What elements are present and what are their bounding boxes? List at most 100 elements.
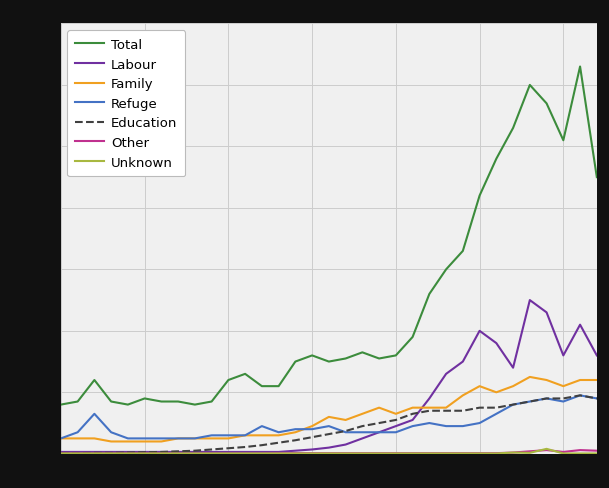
- Other: [225, 450, 232, 456]
- Unknown: [577, 450, 584, 456]
- Total: [560, 138, 567, 144]
- Family: [593, 377, 600, 383]
- Refuge: [158, 436, 165, 442]
- Family: [577, 377, 584, 383]
- Education: [459, 408, 466, 414]
- Total: [309, 353, 316, 359]
- Refuge: [493, 411, 500, 417]
- Line: Education: Education: [61, 396, 597, 453]
- Labour: [409, 417, 417, 423]
- Labour: [325, 445, 333, 450]
- Total: [510, 126, 517, 132]
- Education: [57, 450, 65, 456]
- Refuge: [325, 423, 333, 429]
- Family: [543, 377, 551, 383]
- Refuge: [309, 427, 316, 432]
- Education: [493, 405, 500, 411]
- Refuge: [91, 411, 98, 417]
- Refuge: [593, 396, 600, 402]
- Unknown: [593, 450, 600, 456]
- Unknown: [158, 450, 165, 456]
- Unknown: [392, 450, 400, 456]
- Family: [141, 439, 149, 445]
- Education: [426, 408, 433, 414]
- Education: [443, 408, 450, 414]
- Refuge: [57, 436, 65, 442]
- Family: [426, 405, 433, 411]
- Total: [292, 359, 299, 365]
- Family: [275, 432, 283, 438]
- Labour: [392, 423, 400, 429]
- Labour: [342, 442, 350, 447]
- Family: [476, 384, 484, 389]
- Refuge: [560, 399, 567, 405]
- Labour: [459, 359, 466, 365]
- Education: [108, 450, 115, 456]
- Total: [577, 64, 584, 70]
- Total: [225, 377, 232, 383]
- Unknown: [208, 450, 216, 456]
- Education: [543, 396, 551, 402]
- Other: [409, 450, 417, 456]
- Family: [175, 436, 182, 442]
- Refuge: [242, 432, 249, 438]
- Education: [175, 448, 182, 454]
- Other: [392, 450, 400, 456]
- Unknown: [526, 450, 533, 456]
- Total: [593, 175, 600, 181]
- Labour: [91, 449, 98, 455]
- Refuge: [409, 423, 417, 429]
- Family: [409, 405, 417, 411]
- Total: [191, 402, 199, 407]
- Education: [359, 423, 366, 429]
- Labour: [191, 449, 199, 455]
- Line: Family: Family: [61, 377, 597, 442]
- Education: [91, 450, 98, 456]
- Unknown: [309, 450, 316, 456]
- Education: [476, 405, 484, 411]
- Labour: [141, 449, 149, 455]
- Education: [325, 431, 333, 437]
- Other: [510, 449, 517, 455]
- Education: [342, 428, 350, 434]
- Total: [476, 193, 484, 199]
- Unknown: [275, 450, 283, 456]
- Unknown: [409, 450, 417, 456]
- Other: [543, 447, 551, 453]
- Line: Total: Total: [61, 67, 597, 405]
- Unknown: [560, 450, 567, 456]
- Total: [409, 334, 417, 340]
- Labour: [359, 436, 366, 442]
- Total: [208, 399, 216, 405]
- Labour: [476, 328, 484, 334]
- Line: Other: Other: [61, 450, 597, 453]
- Unknown: [191, 450, 199, 456]
- Labour: [208, 449, 216, 455]
- Other: [242, 450, 249, 456]
- Education: [309, 434, 316, 440]
- Refuge: [275, 429, 283, 435]
- Family: [191, 436, 199, 442]
- Unknown: [359, 450, 366, 456]
- Unknown: [342, 450, 350, 456]
- Family: [325, 414, 333, 420]
- Education: [560, 396, 567, 402]
- Other: [208, 450, 216, 456]
- Other: [191, 450, 199, 456]
- Other: [175, 450, 182, 456]
- Family: [91, 436, 98, 442]
- Education: [392, 417, 400, 423]
- Line: Refuge: Refuge: [61, 396, 597, 439]
- Unknown: [292, 450, 299, 456]
- Family: [376, 405, 383, 411]
- Other: [459, 450, 466, 456]
- Refuge: [175, 436, 182, 442]
- Other: [325, 450, 333, 456]
- Refuge: [526, 399, 533, 405]
- Family: [258, 432, 266, 438]
- Labour: [158, 449, 165, 455]
- Refuge: [459, 423, 466, 429]
- Other: [292, 450, 299, 456]
- Other: [258, 450, 266, 456]
- Total: [443, 267, 450, 273]
